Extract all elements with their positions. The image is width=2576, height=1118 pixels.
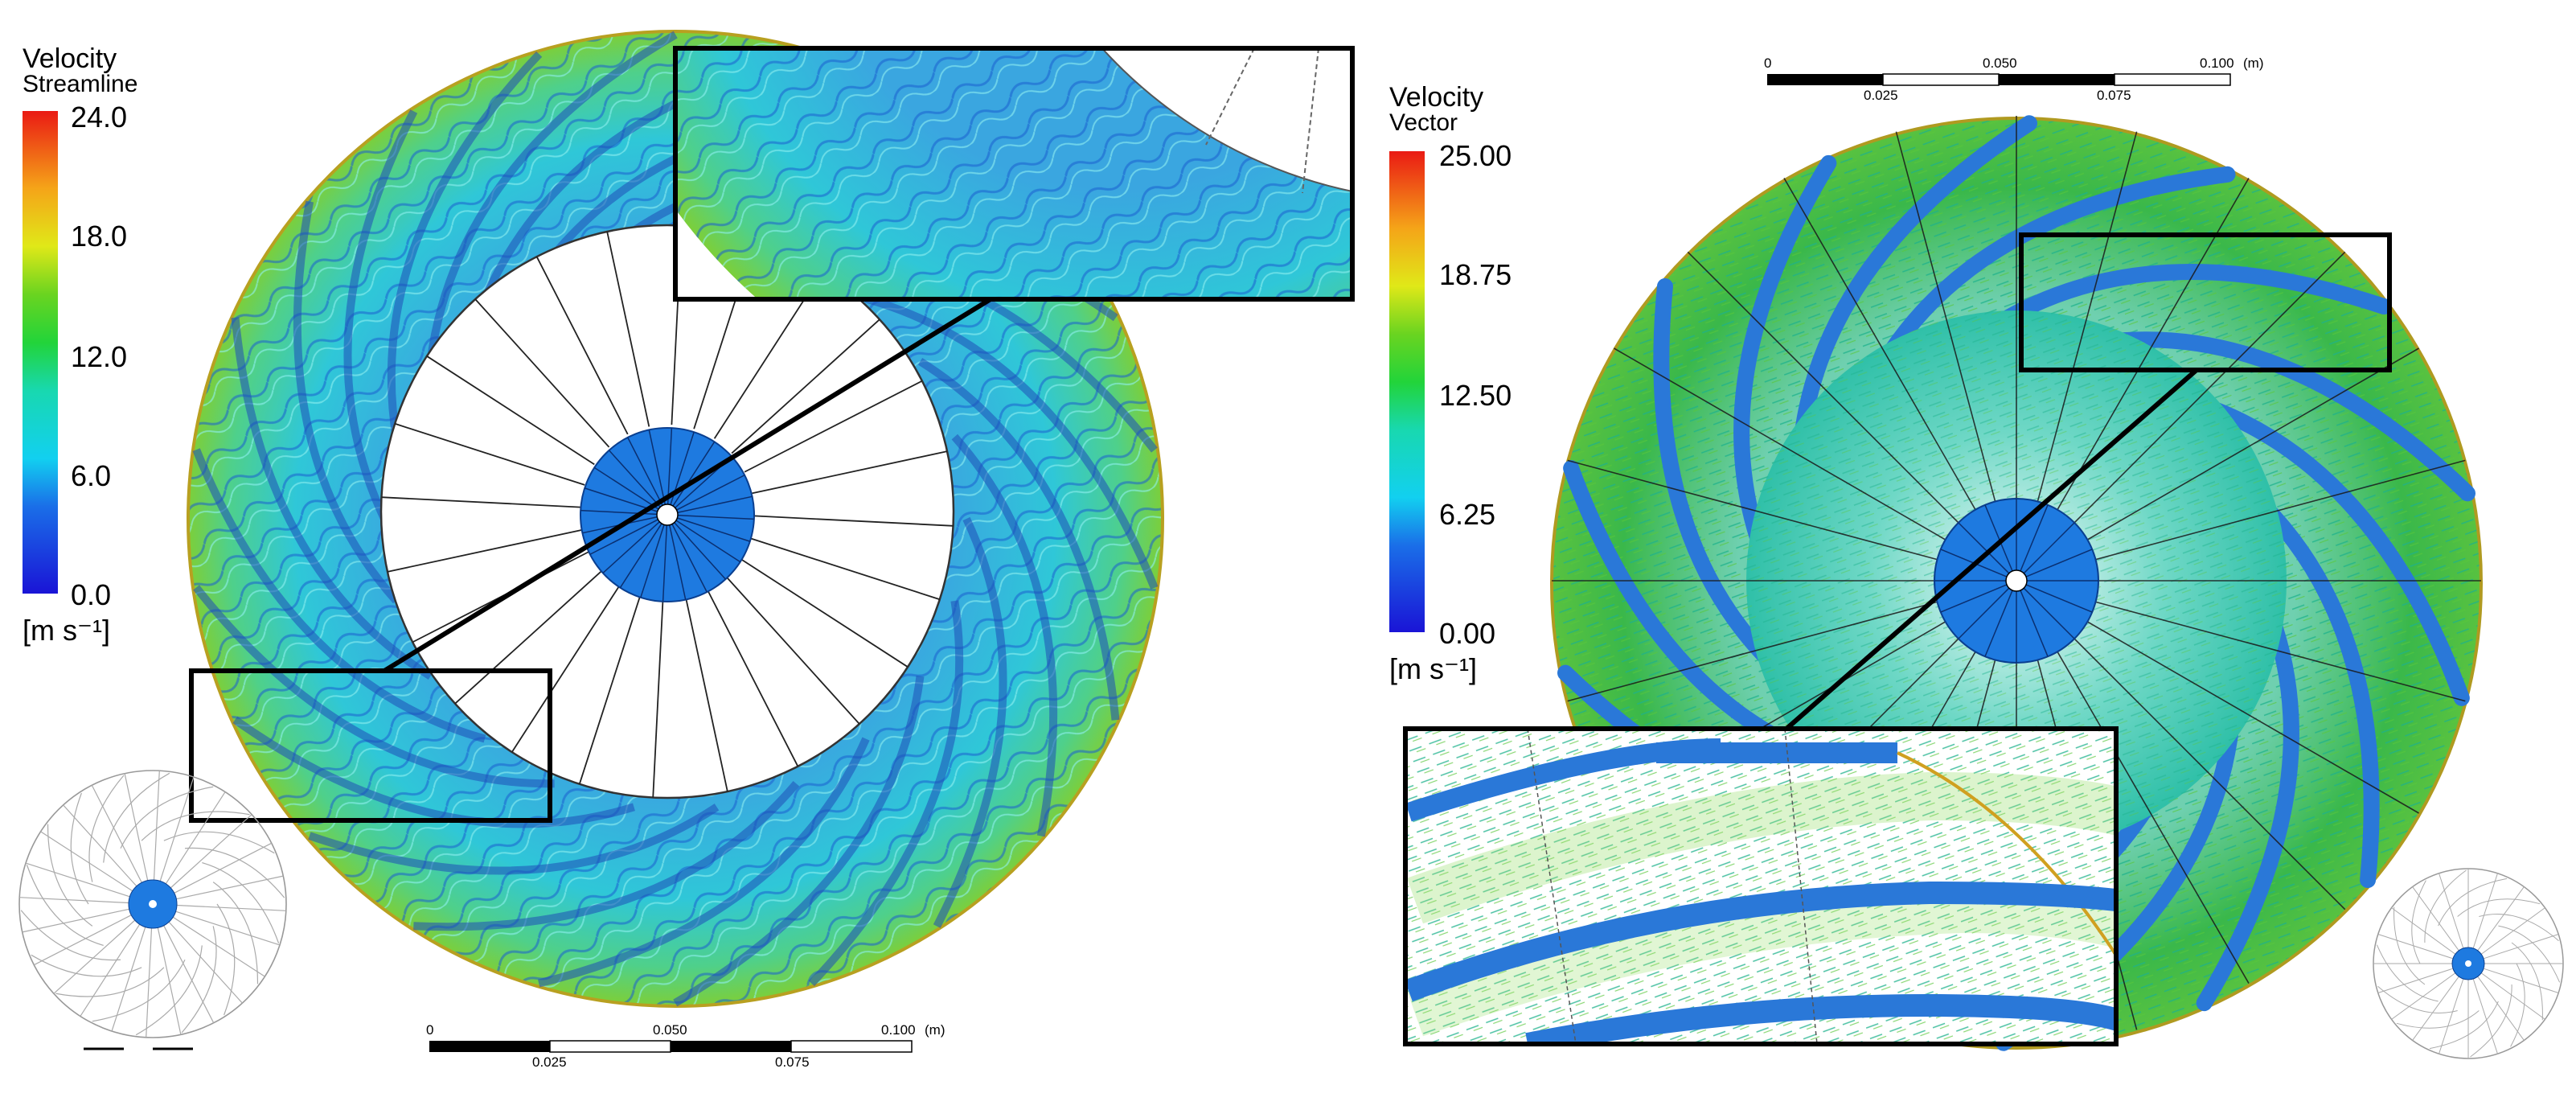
- legend-subtitle: Streamline: [23, 71, 137, 97]
- scale-label: 0.100: [2200, 55, 2234, 71]
- scale-label: 0: [426, 1022, 433, 1038]
- legend-unit: [m s⁻¹]: [1389, 652, 1477, 685]
- legend-tick: 12.50: [1439, 379, 1512, 412]
- legend-tick: 0.00: [1439, 617, 1495, 650]
- scale-label: 0.100: [881, 1022, 916, 1038]
- zoom-inset-top: [673, 46, 1355, 302]
- scale-unit: (m): [925, 1022, 945, 1038]
- scale-label: 0.050: [653, 1022, 687, 1038]
- vector-impeller: [1550, 115, 2483, 1051]
- legend-title: Velocity: [1389, 82, 1483, 113]
- scale-label: 0.075: [2097, 88, 2131, 103]
- legend-title: Velocity: [23, 43, 117, 74]
- color-scale-bar: [23, 111, 58, 594]
- scale-label: 0.075: [775, 1054, 810, 1070]
- right-panel: Velocity Vector 25.00 18.75 12.50 6.25 0…: [1389, 55, 2564, 1059]
- highlight-box: [189, 668, 552, 823]
- legend-tick: 12.0: [71, 340, 127, 373]
- scale-label: 0.050: [1983, 55, 2017, 71]
- zoom-connector: [383, 297, 992, 673]
- scale-bar: 0 0.050 0.100 (m) 0.025 0.075: [426, 1022, 945, 1070]
- legend-tick: 18.75: [1439, 258, 1512, 291]
- legend-tick: 6.0: [71, 459, 111, 492]
- legend-tick: 6.25: [1439, 498, 1495, 531]
- scale-bar: 0 0.050 0.100 (m) 0.025 0.075: [1764, 55, 2263, 103]
- overview-thumbnail: [2373, 868, 2564, 1059]
- zoom-connector: [1785, 368, 2198, 731]
- scale-unit: (m): [2243, 55, 2263, 71]
- legend-tick: 25.00: [1439, 139, 1512, 172]
- legend-unit: [m s⁻¹]: [23, 614, 110, 647]
- scale-label: 0.025: [1864, 88, 1898, 103]
- highlight-box: [2019, 232, 2392, 372]
- vector-legend: Velocity Vector 25.00 18.75 12.50 6.25 0…: [1389, 82, 1512, 685]
- scale-label: 0: [1764, 55, 1771, 71]
- legend-tick: 24.0: [71, 101, 127, 134]
- legend-tick: 0.0: [71, 578, 111, 611]
- streamline-legend: Velocity Streamline 24.0 18.0 12.0 6.0 0…: [23, 43, 137, 647]
- zoom-inset-bottom: [1403, 726, 2119, 1046]
- left-panel: Velocity Streamline 24.0 18.0 12.0 6.0 0…: [18, 30, 1355, 1070]
- legend-subtitle: Vector: [1389, 109, 1458, 136]
- color-scale-bar: [1389, 151, 1425, 632]
- scale-label: 0.025: [532, 1054, 567, 1070]
- legend-tick: 18.0: [71, 220, 127, 253]
- overview-thumbnail: [18, 770, 287, 1050]
